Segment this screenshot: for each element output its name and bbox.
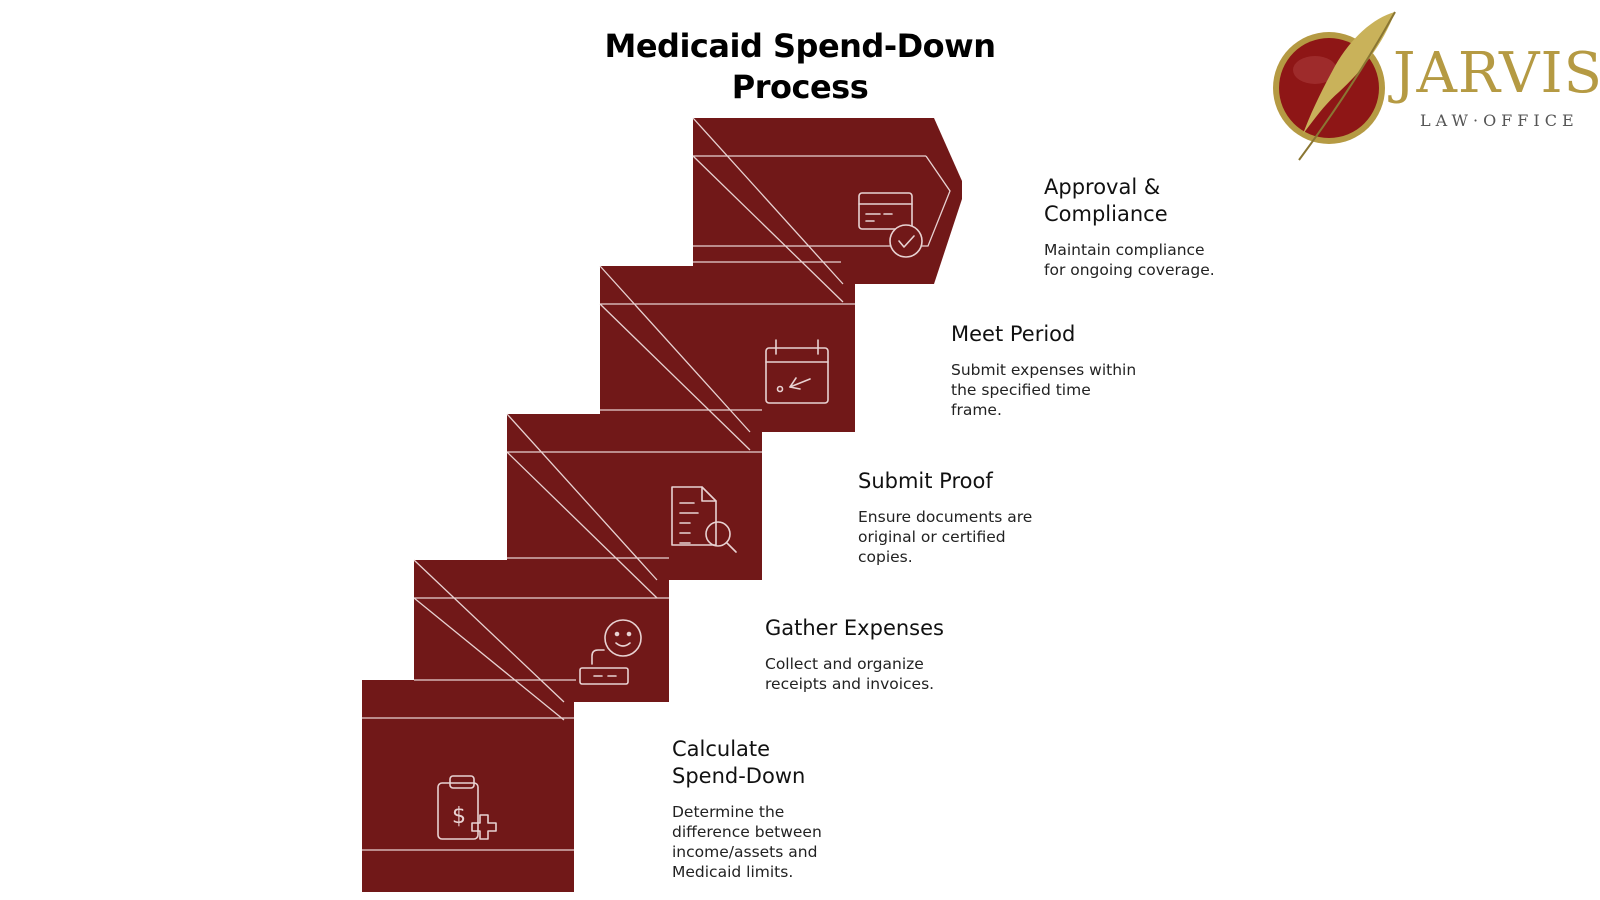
step-calculate: Calculate Spend-Down Determine the diffe… [672, 736, 822, 882]
step-block-shape [600, 266, 855, 432]
block-diagonal [413, 597, 565, 721]
step-block-shape [414, 560, 669, 702]
calendar-check-icon [765, 339, 829, 404]
svg-text:$: $ [452, 804, 466, 829]
step-block [692, 117, 962, 303]
quill-emblem-icon [1273, 11, 1396, 161]
block-diagonal [506, 451, 658, 599]
step-block-arrow [693, 118, 962, 284]
step-block [362, 680, 574, 892]
step-description: Determine the difference between income/… [672, 803, 822, 881]
step-submit-proof: Submit Proof Ensure documents are origin… [858, 468, 1032, 567]
block-diagonal [692, 155, 844, 303]
step-block [599, 265, 855, 451]
step-description: Ensure documents are original or certifi… [858, 508, 1033, 566]
block-diagonal [599, 303, 751, 451]
step-title: Submit Proof [858, 469, 993, 493]
step-title: Approval & Compliance [1044, 175, 1168, 226]
step-title: Meet Period [951, 322, 1076, 346]
step-block [413, 559, 669, 721]
step-description: Maintain compliance for ongoing coverage… [1044, 241, 1215, 279]
person-receipt-icon [579, 619, 642, 685]
block-diagonal [413, 559, 565, 703]
step-gather: Gather Expenses Collect and organize rec… [765, 615, 944, 694]
logo-subtitle: LAW·OFFICE [1420, 111, 1579, 130]
step-description: Submit expenses within the specified tim… [951, 361, 1137, 419]
step-meet-period: Meet Period Submit expenses within the s… [951, 321, 1136, 420]
block-frame-line [693, 155, 951, 247]
step-description: Collect and organize receipts and invoic… [765, 655, 935, 693]
document-search-icon [671, 486, 737, 553]
step-approval: Approval & Compliance Maintain complianc… [1044, 174, 1215, 280]
jarvis-logo: JARVIS LAW·OFFICE [1265, 8, 1600, 173]
title-line-1: Medicaid Spend-Down [604, 27, 996, 65]
block-diagonal [506, 413, 658, 581]
block-diagonal [692, 117, 844, 285]
title-line-2: Process [731, 68, 869, 106]
step-block-shape [362, 680, 574, 892]
page-title: Medicaid Spend-Down Process [560, 26, 1040, 108]
card-check-icon [858, 192, 923, 258]
step-title: Calculate Spend-Down [672, 737, 806, 788]
step-block-shape [507, 414, 762, 580]
step-block [506, 413, 762, 599]
step-title: Gather Expenses [765, 616, 944, 640]
clipboard-dollar-icon: $ [437, 775, 497, 840]
logo-name: JARVIS [1393, 41, 1600, 106]
block-diagonal [599, 265, 751, 433]
